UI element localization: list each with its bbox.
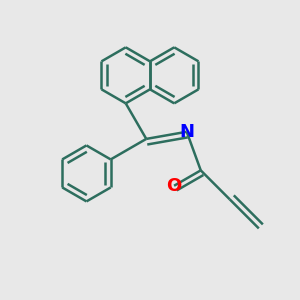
Text: O: O: [167, 177, 182, 195]
Text: N: N: [179, 123, 194, 141]
